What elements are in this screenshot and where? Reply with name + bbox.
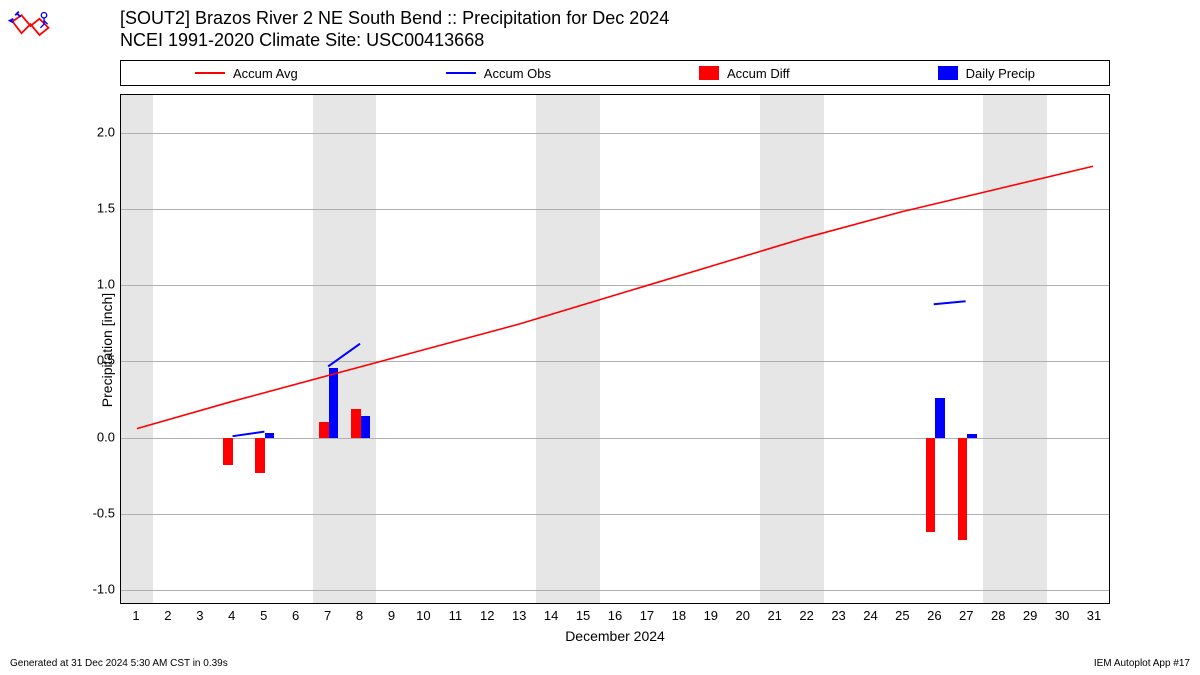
- xtick-label: 11: [449, 608, 463, 623]
- xtick-label: 10: [416, 608, 430, 623]
- xtick-label: 9: [388, 608, 395, 623]
- bar: [265, 433, 275, 438]
- bar: [926, 438, 936, 532]
- xtick-label: 23: [831, 608, 845, 623]
- ytick-label: 2.0: [75, 125, 115, 140]
- legend-label: Accum Diff: [727, 66, 790, 81]
- xtick-label: 12: [480, 608, 494, 623]
- xtick-label: 27: [959, 608, 973, 623]
- xtick-label: 22: [799, 608, 813, 623]
- xtick-label: 6: [292, 608, 299, 623]
- xtick-label: 26: [927, 608, 941, 623]
- legend-marker-icon: [938, 66, 958, 80]
- title-line-2: NCEI 1991-2020 Climate Site: USC00413668: [120, 30, 669, 52]
- bar: [935, 398, 945, 438]
- footer-appid: IEM Autoplot App #17: [1094, 658, 1190, 669]
- legend-label: Accum Obs: [484, 66, 551, 81]
- xtick-label: 30: [1055, 608, 1069, 623]
- xtick-label: 15: [576, 608, 590, 623]
- legend-label: Daily Precip: [966, 66, 1035, 81]
- y-axis-label: Precipitation [inch]: [99, 293, 115, 407]
- xtick-label: 31: [1087, 608, 1101, 623]
- ytick-label: 0.0: [75, 429, 115, 444]
- ytick-label: 1.5: [75, 201, 115, 216]
- gridline: [121, 209, 1109, 210]
- legend-item: Accum Diff: [699, 66, 790, 81]
- legend-item: Accum Obs: [446, 66, 551, 81]
- xtick-label: 3: [196, 608, 203, 623]
- chart-titles: [SOUT2] Brazos River 2 NE South Bend :: …: [120, 8, 669, 51]
- legend-marker-icon: [195, 72, 225, 74]
- bar: [255, 438, 265, 473]
- gridline: [121, 133, 1109, 134]
- xtick-label: 7: [324, 608, 331, 623]
- xtick-label: 20: [736, 608, 750, 623]
- bar: [361, 416, 371, 437]
- footer-generated: Generated at 31 Dec 2024 5:30 AM CST in …: [10, 658, 228, 669]
- xtick-label: 17: [640, 608, 654, 623]
- weekend-band: [983, 95, 1047, 603]
- xtick-label: 16: [608, 608, 622, 623]
- chart-plot-area: [120, 94, 1110, 604]
- bar: [967, 434, 977, 437]
- x-axis-label: December 2024: [565, 628, 665, 644]
- title-line-1: [SOUT2] Brazos River 2 NE South Bend :: …: [120, 8, 669, 30]
- xtick-label: 21: [767, 608, 781, 623]
- xtick-label: 14: [544, 608, 558, 623]
- xtick-label: 18: [672, 608, 686, 623]
- legend-label: Accum Avg: [233, 66, 298, 81]
- legend-item: Accum Avg: [195, 66, 298, 81]
- legend-item: Daily Precip: [938, 66, 1035, 81]
- weekend-band: [760, 95, 824, 603]
- bar: [319, 422, 329, 437]
- xtick-label: 29: [1023, 608, 1037, 623]
- ytick-label: 1.0: [75, 277, 115, 292]
- bar: [223, 438, 233, 465]
- xtick-label: 8: [356, 608, 363, 623]
- legend-marker-icon: [699, 66, 719, 80]
- weekend-band: [313, 95, 377, 603]
- xtick-label: 28: [991, 608, 1005, 623]
- xtick-label: 19: [704, 608, 718, 623]
- xtick-label: 5: [260, 608, 267, 623]
- xtick-label: 2: [164, 608, 171, 623]
- bar: [958, 438, 968, 540]
- xtick-label: 1: [132, 608, 139, 623]
- gridline: [121, 285, 1109, 286]
- xtick-label: 13: [512, 608, 526, 623]
- gridline: [121, 590, 1109, 591]
- xtick-label: 25: [895, 608, 909, 623]
- weekend-band: [536, 95, 600, 603]
- bar: [351, 409, 361, 438]
- chart-legend: Accum Avg Accum Obs Accum Diff Daily Precip: [120, 60, 1110, 86]
- iem-logo-icon: [8, 8, 53, 53]
- ytick-label: -0.5: [75, 505, 115, 520]
- xtick-label: 4: [228, 608, 235, 623]
- xtick-label: 24: [863, 608, 877, 623]
- ytick-label: -1.0: [75, 581, 115, 596]
- ytick-label: 0.5: [75, 353, 115, 368]
- bar: [329, 368, 339, 438]
- legend-marker-icon: [446, 72, 476, 74]
- gridline: [121, 361, 1109, 362]
- weekend-band: [121, 95, 153, 603]
